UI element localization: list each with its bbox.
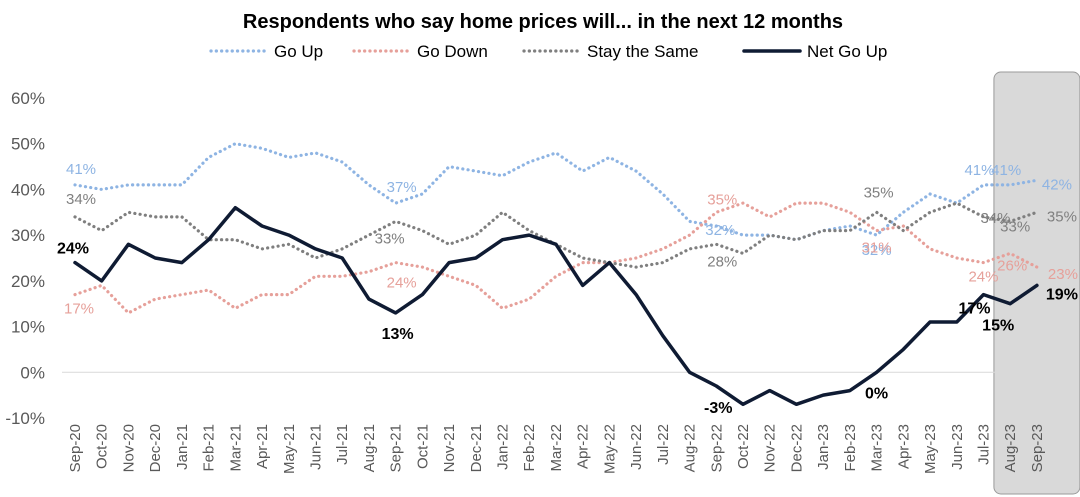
series-lines <box>73 142 1039 407</box>
x-tick-label: Jul-23 <box>975 424 992 465</box>
y-tick-label: 50% <box>11 135 45 154</box>
series-line-stay-the-same <box>73 201 1039 269</box>
data-label-go-up: 41% <box>964 162 994 179</box>
data-label-go-down: 26% <box>997 257 1027 274</box>
data-label-go-down: 35% <box>707 191 737 208</box>
y-tick-label: 10% <box>11 318 45 337</box>
x-tick-label: Oct-22 <box>735 424 752 469</box>
y-tick-label: 20% <box>11 272 45 291</box>
legend-label-go-up: Go Up <box>274 42 323 61</box>
data-label-go-down: 31% <box>862 240 892 257</box>
x-tick-label: Sep-22 <box>708 424 725 472</box>
data-label-go-down: 24% <box>387 275 417 292</box>
data-label-go-up: 41% <box>991 162 1021 179</box>
x-tick-label: Apr-23 <box>895 424 912 469</box>
x-tick-label: Aug-23 <box>1002 424 1019 472</box>
x-tick-label: Jan-21 <box>174 424 191 470</box>
data-label-net-go-up: 13% <box>382 326 414 343</box>
x-tick-label: Jan-22 <box>495 424 512 470</box>
data-label-go-up: 32% <box>705 222 735 239</box>
y-axis: -10% 0% 10% 20% 30% 40% 50% 60% <box>5 89 1060 428</box>
data-label-go-down: 23% <box>1048 266 1078 283</box>
x-tick-label: Jan-23 <box>815 424 832 470</box>
x-tick-label: Aug-21 <box>361 424 378 472</box>
data-label-go-up: 41% <box>66 161 96 178</box>
chart-legend: Go Up Go Down Stay the Same Net Go Up <box>209 42 887 61</box>
data-label-stay-the-same: 28% <box>707 253 737 270</box>
x-tick-label: Aug-22 <box>682 424 699 472</box>
x-tick-label: Feb-23 <box>842 424 859 472</box>
x-tick-label: May-23 <box>922 424 939 474</box>
data-label-stay-the-same: 33% <box>1000 218 1030 235</box>
x-tick-label: Jun-23 <box>949 424 966 470</box>
x-tick-label: Sep-20 <box>67 424 84 472</box>
data-label-net-go-up: 24% <box>57 241 89 258</box>
x-tick-label: Feb-21 <box>201 424 218 472</box>
data-label-net-go-up: 15% <box>982 318 1014 335</box>
data-label-stay-the-same: 35% <box>864 184 894 201</box>
legend-label-net-go-up: Net Go Up <box>807 42 887 61</box>
y-tick-label: -10% <box>5 409 45 428</box>
y-tick-label: 40% <box>11 180 45 199</box>
y-tick-label: 30% <box>11 226 45 245</box>
data-label-stay-the-same: 34% <box>980 210 1010 227</box>
data-label-go-down: 24% <box>968 269 998 286</box>
x-tick-label: Nov-20 <box>120 424 137 472</box>
x-tick-label: Oct-20 <box>94 424 111 469</box>
data-label-go-up: 37% <box>387 179 417 196</box>
x-tick-label: Nov-21 <box>441 424 458 472</box>
x-tick-label: Sep-21 <box>388 424 405 472</box>
y-tick-label: 0% <box>20 363 45 382</box>
data-label-net-go-up: 0% <box>865 385 888 402</box>
x-tick-label: Oct-21 <box>414 424 431 469</box>
data-label-go-up: 42% <box>1042 176 1072 193</box>
x-tick-label: Dec-20 <box>147 424 164 472</box>
data-label-go-down: 17% <box>64 301 94 318</box>
x-tick-label: Mar-23 <box>869 424 886 472</box>
data-label-stay-the-same: 35% <box>1047 208 1077 225</box>
x-tick-label: Dec-21 <box>468 424 485 472</box>
x-tick-label: Jun-22 <box>628 424 645 470</box>
x-tick-label: Apr-21 <box>254 424 271 469</box>
data-label-go-up: 32% <box>862 242 892 259</box>
x-tick-label: Jul-21 <box>334 424 351 465</box>
series-line-net-go-up <box>73 205 1039 407</box>
x-tick-label: May-21 <box>281 424 298 474</box>
x-tick-label: Apr-22 <box>575 424 592 469</box>
x-tick-label: Feb-22 <box>521 424 538 472</box>
chart-title: Respondents who say home prices will... … <box>243 11 843 33</box>
x-tick-label: May-22 <box>601 424 618 474</box>
data-label-stay-the-same: 33% <box>375 230 405 247</box>
data-label-stay-the-same: 34% <box>66 191 96 208</box>
series-line-go-down <box>73 201 1039 315</box>
y-tick-label: 60% <box>11 89 45 108</box>
legend-label-stay-the-same: Stay the Same <box>587 42 699 61</box>
x-tick-label: Jul-22 <box>655 424 672 465</box>
data-label-net-go-up: 17% <box>958 301 990 318</box>
data-label-net-go-up: -3% <box>704 400 732 417</box>
series-line-go-up <box>73 142 1039 242</box>
data-label-net-go-up: 19% <box>1046 286 1078 303</box>
x-tick-label: Sep-23 <box>1029 424 1046 472</box>
x-tick-label: Dec-22 <box>788 424 805 472</box>
legend-label-go-down: Go Down <box>417 42 488 61</box>
x-tick-label: Mar-22 <box>548 424 565 472</box>
x-tick-label: Jun-21 <box>307 424 324 470</box>
x-tick-label: Nov-22 <box>762 424 779 472</box>
x-axis: Sep-20 Oct-20 Nov-20 Dec-20 Jan-21 Feb-21 Mar-… <box>67 424 1046 474</box>
x-tick-label: Mar-21 <box>227 424 244 472</box>
data-labels: 41%37%32%32%41%41%42%17%24%35%31%24%26%2… <box>57 161 1078 417</box>
